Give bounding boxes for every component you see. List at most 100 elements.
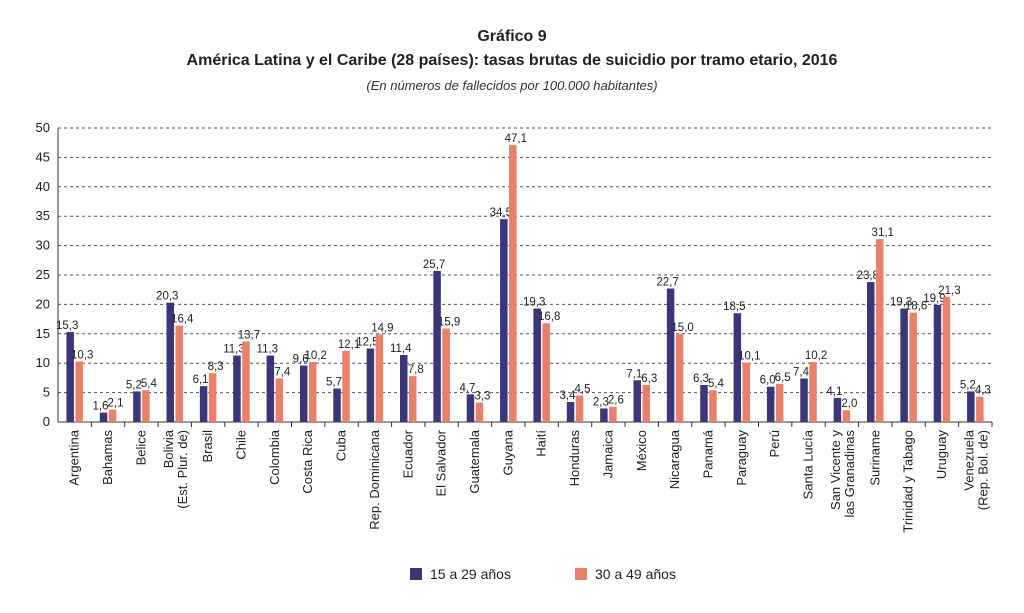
y-tick-label: 30 xyxy=(36,238,50,253)
bar-series-1 xyxy=(99,412,108,422)
bar-series-1 xyxy=(299,365,308,422)
legend-swatch-series-1 xyxy=(410,568,422,580)
x-category-label: Santa Lucía xyxy=(801,429,816,499)
x-category-label: Trinidad y Tabago xyxy=(901,430,916,533)
y-tick-label: 45 xyxy=(36,149,50,164)
data-label: 4,5 xyxy=(575,384,591,396)
bar-series-2 xyxy=(308,362,317,422)
data-label: 5,4 xyxy=(708,378,725,390)
x-category-label: Bolivia(Est. Plur. de) xyxy=(161,429,190,509)
bar-series-1 xyxy=(233,355,241,422)
bar-series-1 xyxy=(66,332,74,422)
chart-units-note: (En números de fallecidos por 100.000 ha… xyxy=(366,78,658,93)
data-label: 12,5 xyxy=(356,337,378,349)
data-label: 22,7 xyxy=(656,277,678,289)
data-label: 6,3 xyxy=(693,373,709,385)
x-category-label: Chile xyxy=(233,430,248,460)
data-label: 5,4 xyxy=(141,378,158,390)
x-category-label: Brasil xyxy=(200,430,215,463)
x-category-label: Ecuador xyxy=(400,429,415,478)
y-tick-label: 25 xyxy=(36,267,50,282)
data-label: 31,1 xyxy=(872,227,894,239)
bar-series-1 xyxy=(633,380,641,422)
data-label: 8,3 xyxy=(208,361,224,373)
bar-series-2 xyxy=(609,406,617,422)
bar-series-2 xyxy=(108,409,117,422)
data-label: 4,1 xyxy=(826,386,842,398)
data-label: 16,8 xyxy=(538,311,560,323)
data-label: 19,9 xyxy=(923,293,945,305)
bar-series-2 xyxy=(142,390,150,422)
x-category-label: Honduras xyxy=(567,430,582,487)
bar-series-1 xyxy=(133,391,141,422)
bar-series-1 xyxy=(900,308,908,422)
bar-series-2 xyxy=(275,378,284,422)
bar-series-1 xyxy=(800,378,808,422)
data-label: 6,3 xyxy=(641,373,657,385)
data-label: 25,7 xyxy=(423,259,445,271)
data-label: 2,0 xyxy=(841,398,857,410)
x-category-label: Paraguay xyxy=(734,430,749,486)
data-label: 5,2 xyxy=(960,379,976,391)
x-category-label: San Vicente ylas Granadinas xyxy=(828,430,857,518)
bar-series-1 xyxy=(166,302,174,422)
data-label: 4,7 xyxy=(459,382,475,394)
bar-chart: 0 5 10 15 20 25 30 35 40 45 50 15,3 10,3 Argentina 1,6… xyxy=(36,120,993,533)
data-label: 47,1 xyxy=(505,133,527,145)
bar-series-2 xyxy=(208,373,217,422)
data-label: 2,3 xyxy=(593,396,609,408)
data-label: 7,4 xyxy=(274,366,291,378)
data-label: 34,5 xyxy=(490,207,512,219)
bar-series-2 xyxy=(242,341,250,422)
legend: 15 a 29 años 30 a 49 años xyxy=(0,566,1024,586)
data-label: 18,5 xyxy=(723,301,745,313)
x-category-label: Cuba xyxy=(334,429,349,461)
data-label: 10,2 xyxy=(304,350,326,362)
x-category-label: Colombia xyxy=(267,429,282,485)
bar-series-2 xyxy=(976,396,984,422)
legend-item-series-2: 30 a 49 años xyxy=(575,566,676,582)
data-label: 5,2 xyxy=(126,379,142,391)
y-tick-label: 5 xyxy=(43,385,50,400)
bar-series-1 xyxy=(766,386,775,422)
bar-series-2 xyxy=(75,361,83,422)
bar-series-1 xyxy=(266,355,275,422)
data-label: 15,9 xyxy=(438,317,460,329)
bar-series-2 xyxy=(442,328,450,422)
bar-series-1 xyxy=(199,386,208,422)
y-tick-label: 20 xyxy=(36,296,50,311)
data-label: 6,0 xyxy=(760,375,776,387)
data-label: 4,3 xyxy=(975,385,991,397)
data-label: 6,1 xyxy=(193,374,209,386)
bar-series-1 xyxy=(500,219,508,422)
x-category-label: Guatemala xyxy=(467,429,482,493)
bar-series-1 xyxy=(366,348,375,422)
data-label: 9,6 xyxy=(293,354,309,366)
data-label: 5,7 xyxy=(326,376,342,388)
data-label: 19,3 xyxy=(523,297,545,309)
data-label: 16,4 xyxy=(171,314,194,326)
data-label: 11,3 xyxy=(257,344,279,356)
data-label: 12,1 xyxy=(338,339,360,351)
x-category-label: Uruguay xyxy=(934,430,949,480)
bar-series-2 xyxy=(175,325,183,422)
bar-series-2 xyxy=(842,410,851,422)
chart-title: Gráfico 9 xyxy=(477,28,547,45)
x-category-label: Venezuela(Rep. Bol. de) xyxy=(961,429,990,510)
data-label: 14,9 xyxy=(371,322,393,334)
data-label: 23,8 xyxy=(857,270,879,282)
x-category-label: Nicaragua xyxy=(667,429,682,489)
bar-series-1 xyxy=(833,397,842,422)
data-label: 7,8 xyxy=(408,364,424,376)
data-label: 7,1 xyxy=(626,368,642,380)
bar-series-2 xyxy=(709,390,717,422)
data-label: 21,3 xyxy=(938,285,960,297)
x-category-label: Guyana xyxy=(500,429,515,475)
bar-series-2 xyxy=(942,296,951,422)
data-label: 3,4 xyxy=(560,390,577,402)
bar-series-1 xyxy=(933,304,942,422)
x-category-label: Rep. Dominicana xyxy=(367,429,382,529)
bar-series-1 xyxy=(433,270,441,422)
x-category-label: Panamá xyxy=(700,429,715,478)
